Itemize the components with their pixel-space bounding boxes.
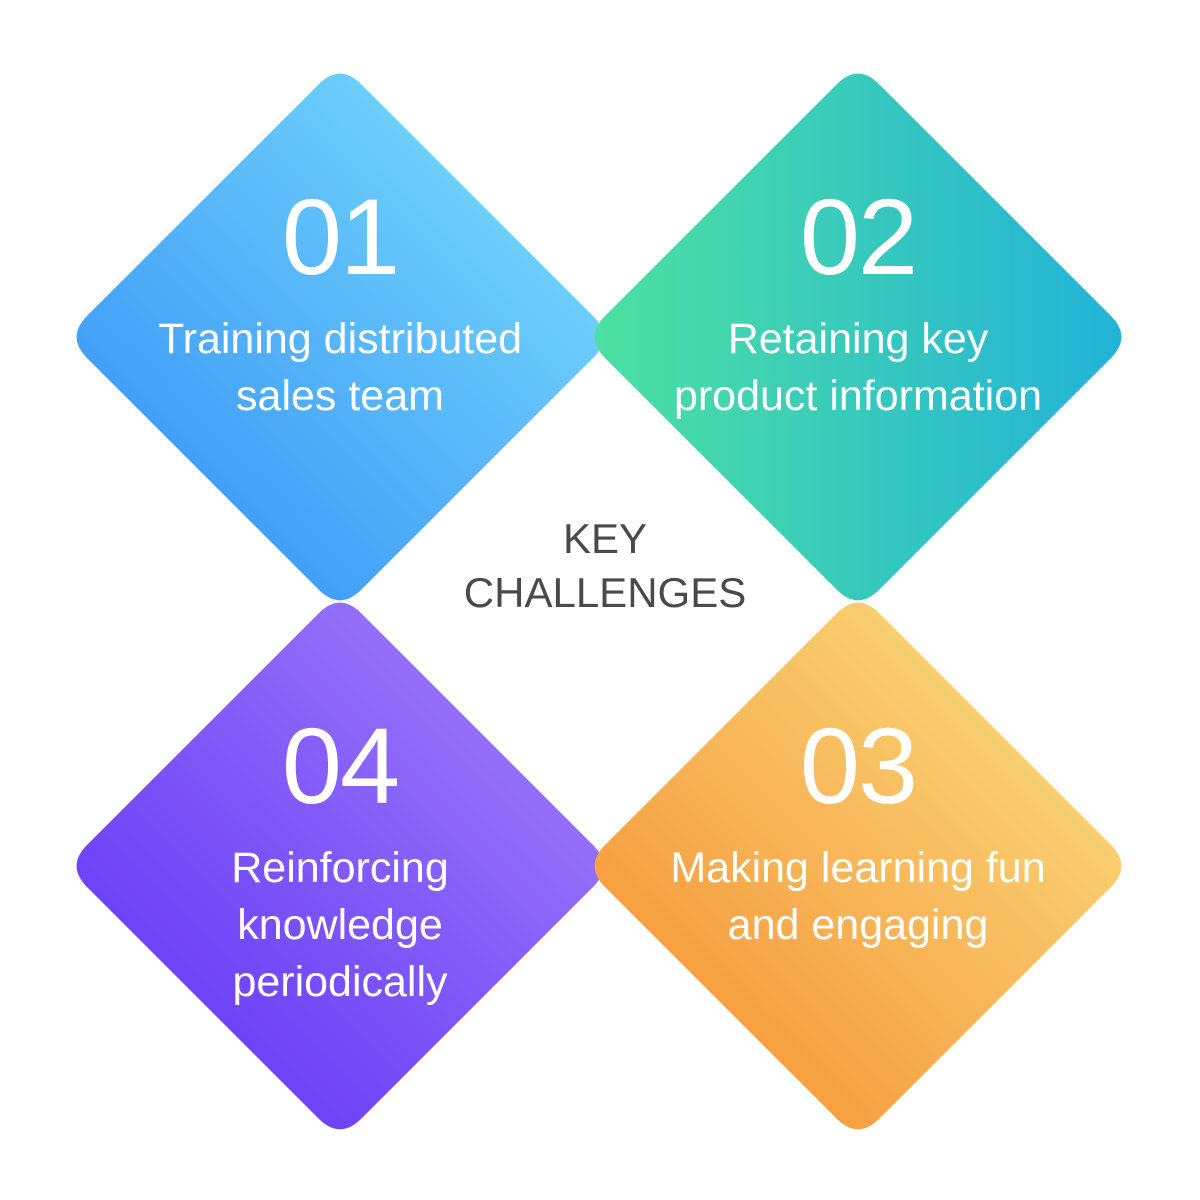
challenge-number-04: 04 <box>281 705 400 826</box>
challenge-diamond-01 <box>76 73 604 601</box>
challenge-number-03: 03 <box>799 705 918 826</box>
challenge-label-03: Making learning fun and engaging <box>670 844 1046 949</box>
challenge-tile-03: 03 Making learning fun and engaging <box>584 592 1132 1140</box>
challenge-label-01: Training distributed sales team <box>157 315 523 420</box>
challenge-label-04: Reinforcing knowledge periodically <box>231 844 449 1006</box>
challenge-number-01: 01 <box>281 176 400 297</box>
center-title: KEY CHALLENGES <box>463 515 747 616</box>
challenge-diamond-03 <box>594 602 1122 1130</box>
challenge-label-02: Retaining key product information <box>673 315 1043 420</box>
challenge-diamond-02 <box>594 73 1122 601</box>
challenge-number-02: 02 <box>799 176 918 297</box>
challenge-tile-02: 02 Retaining key product information <box>584 63 1132 611</box>
challenge-tile-01: 01 Training distributed sales team <box>66 63 614 611</box>
challenge-tile-04: 04 Reinforcing knowledge periodically <box>66 592 614 1140</box>
challenge-diamond-04 <box>76 602 604 1130</box>
